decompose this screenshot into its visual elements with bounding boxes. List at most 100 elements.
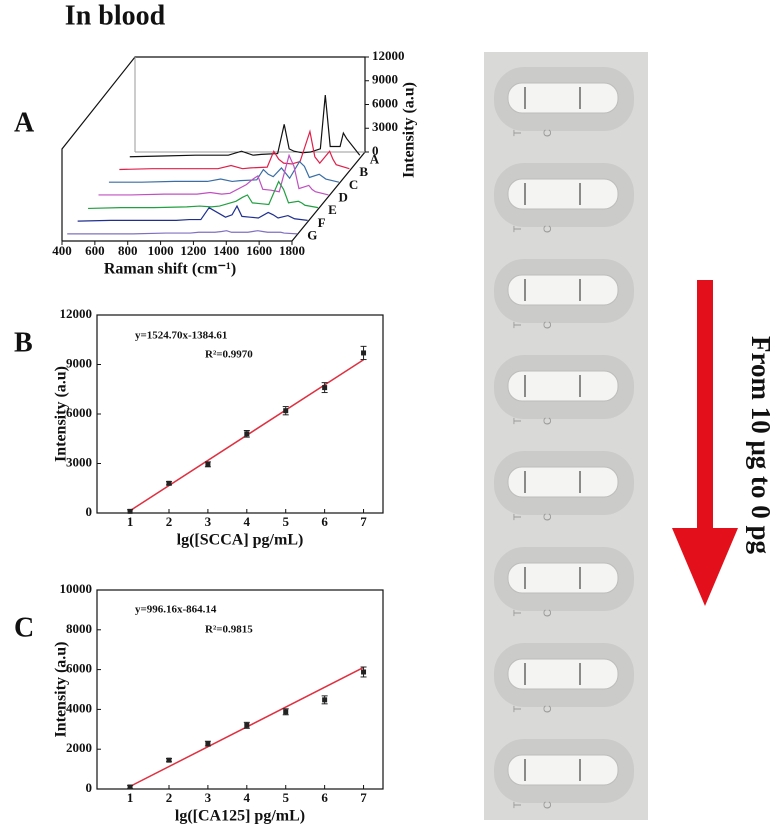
data-point (205, 461, 211, 467)
strip-window (507, 370, 619, 402)
x-axis-label: lg([CA125] pg/mL) (175, 808, 305, 825)
plot-frame (96, 589, 384, 790)
y-tick-label: 9000 (372, 72, 398, 87)
strip-label: C (542, 225, 554, 233)
strip-label: T (512, 705, 524, 712)
data-point (322, 385, 328, 391)
strip-label: C (542, 513, 554, 521)
figure-title: In blood (65, 0, 166, 31)
data-point (361, 350, 367, 356)
series-label: B (359, 164, 368, 179)
x-tick-label: 4 (244, 790, 251, 805)
annotation: y=1524.70x-1384.61 (135, 330, 227, 342)
strip-window (507, 754, 619, 786)
arrow-text: From 10 μg to 0 pg (746, 336, 776, 555)
x-tick-label: 6 (321, 514, 328, 529)
arrow-head (672, 528, 738, 606)
x-tick-label: 3 (205, 790, 212, 805)
x-tick-label: 2 (166, 514, 173, 529)
y-axis-label: Intensity (a.u) (401, 82, 418, 178)
series-label: E (328, 202, 337, 217)
x-tick-label: 2 (166, 790, 173, 805)
y-axis-label: Intensity (a.u) (53, 641, 70, 737)
y-tick-label: 3000 (66, 454, 92, 469)
series-label: F (318, 215, 326, 230)
x-tick-label: 7 (360, 514, 367, 529)
x-tick-label: 5 (282, 790, 289, 805)
strip-window (507, 466, 619, 498)
strip-label: T (512, 129, 524, 136)
y-tick-label: 6000 (372, 95, 398, 110)
x-tick-label: 600 (85, 243, 105, 258)
series-label: D (339, 189, 348, 204)
x-tick-label: 7 (360, 790, 367, 805)
y-tick-label: 12000 (372, 48, 405, 63)
data-point (244, 722, 250, 728)
strip-label: T (512, 609, 524, 616)
arrow-shaft (697, 280, 713, 530)
y-axis-label: Intensity (a.u) (53, 366, 70, 462)
y-tick-label: 3000 (372, 119, 398, 134)
strip-window (507, 82, 619, 114)
spectrum (119, 129, 350, 171)
panel-label: B (14, 327, 33, 358)
x-tick-label: 4 (244, 514, 251, 529)
y-tick-label: 2000 (66, 740, 92, 755)
data-point (322, 697, 328, 703)
strip-label: T (512, 321, 524, 328)
y-tick-label: 0 (372, 143, 379, 158)
series-label: G (307, 228, 317, 243)
strip-label: T (512, 801, 524, 808)
x-tick-label: 400 (52, 243, 72, 258)
x-tick-label: 1600 (246, 243, 272, 258)
x-tick-label: 5 (282, 514, 289, 529)
x-tick-label: 1000 (148, 243, 174, 258)
spectrum (88, 180, 319, 210)
y-tick-label: 0 (86, 504, 93, 519)
y-tick-label: 6000 (66, 405, 92, 420)
x-tick-label: 3 (205, 514, 212, 529)
data-point (205, 741, 211, 747)
strip-label: C (542, 417, 554, 425)
spectrum (108, 160, 340, 183)
data-point (127, 784, 133, 790)
x-tick-label: 800 (118, 243, 138, 258)
strip-label: C (542, 129, 554, 137)
strip-label: C (542, 801, 554, 809)
y-tick-label: 9000 (66, 355, 92, 370)
plot-frame (96, 314, 384, 514)
data-point (127, 508, 133, 514)
data-point (244, 431, 250, 437)
series-label: A (370, 151, 380, 166)
spectrum (129, 94, 361, 158)
strip-label: C (542, 705, 554, 713)
x-axis-label: lg([SCCA] pg/mL) (177, 532, 304, 549)
y-tick-label: 8000 (66, 621, 92, 636)
y-tick-label: 6000 (66, 661, 92, 676)
series-label: C (349, 177, 358, 192)
data-point (166, 757, 172, 763)
y-tick-label: 4000 (66, 700, 92, 715)
strip-window (507, 658, 619, 690)
spectrum (67, 230, 298, 235)
annotation: R²=0.9970 (205, 349, 253, 361)
x-axis-label: Raman shift (cm⁻¹) (104, 261, 236, 278)
annotation: R²=0.9815 (205, 624, 253, 636)
y-tick-label: 0 (86, 780, 93, 795)
strip-label: T (512, 417, 524, 424)
data-point (361, 669, 367, 675)
x-tick-label: 1400 (213, 243, 239, 258)
strip-label: C (542, 321, 554, 329)
y-tick-label: 12000 (60, 306, 93, 321)
test-strip-photo: T CT CT CT CT CT CT CT C (484, 52, 648, 820)
strip-label: T (512, 225, 524, 232)
strip-window (507, 274, 619, 306)
